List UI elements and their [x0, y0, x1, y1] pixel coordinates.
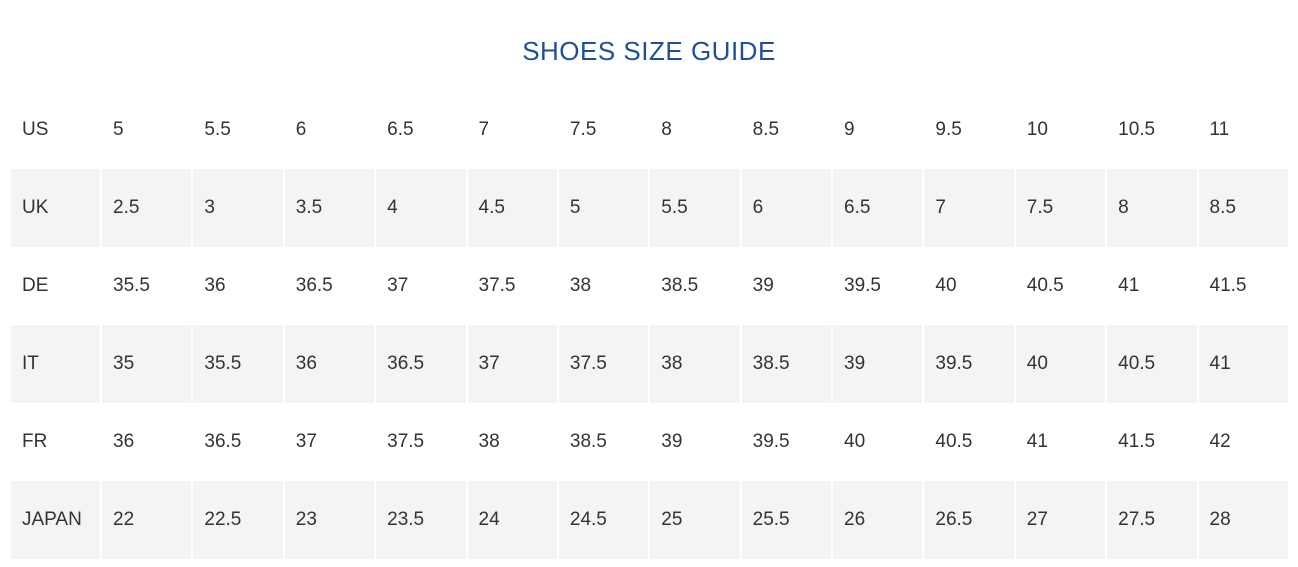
- size-cell: 36.5: [295, 275, 333, 296]
- size-cell: 36.5: [376, 325, 466, 403]
- size-cell: 41.5: [1209, 275, 1247, 296]
- size-cell: 41: [1026, 431, 1048, 452]
- size-cell: 9.5: [935, 119, 962, 140]
- size-cell: 37: [295, 431, 317, 452]
- page-title: SHOES SIZE GUIDE: [522, 36, 776, 66]
- size-cell: 25.5: [741, 481, 831, 559]
- size-cell: 3.5: [284, 169, 375, 247]
- size-cell: 40: [844, 431, 866, 452]
- size-cell: 40.5: [935, 431, 973, 452]
- row-label: FR: [22, 431, 48, 452]
- size-cell: 2.5: [102, 169, 192, 247]
- size-cell: 35.5: [113, 275, 150, 296]
- size-row-us: US 5 5.5 6 6.5 7 7.5 8 8.5 9 9.5 10 10.5 11: [11, 91, 1288, 169]
- size-table-body: US 5 5.5 6 6.5 7 7.5 8 8.5 9 9.5 10 10.5 11 UK 2.5 3 3.5 4…: [11, 91, 1288, 559]
- size-row-it: IT 35 35.5 36 36.5 37 37.5 38 38.5 39 39.5 40 40.5 41: [11, 325, 1288, 403]
- row-label: US: [22, 119, 49, 140]
- size-cell: 24.5: [558, 481, 649, 559]
- size-cell: 38: [650, 325, 740, 403]
- size-cell: 5: [113, 119, 124, 140]
- size-cell: 39: [833, 325, 923, 403]
- size-cell: 23: [284, 481, 375, 559]
- size-cell: 22: [102, 481, 192, 559]
- size-cell: 7.5: [569, 119, 597, 140]
- size-cell: 10.5: [1118, 119, 1156, 140]
- row-label: IT: [11, 325, 100, 403]
- size-cell: 38.5: [661, 275, 699, 296]
- size-cell: 25: [650, 481, 740, 559]
- size-cell: 38.5: [569, 431, 607, 452]
- size-cell: 39.5: [924, 325, 1014, 403]
- row-label: UK: [11, 169, 100, 247]
- size-cell: 36: [204, 275, 226, 296]
- size-cell: 8.5: [752, 119, 780, 140]
- size-cell: 11: [1209, 119, 1230, 140]
- size-cell: 35.5: [193, 325, 283, 403]
- size-cell: 9: [844, 119, 855, 140]
- size-cell: 40: [935, 275, 957, 296]
- size-cell: 37: [387, 275, 409, 296]
- size-cell: 40.5: [1026, 275, 1064, 296]
- size-cell: 26.5: [924, 481, 1014, 559]
- size-cell: 38: [478, 431, 500, 452]
- size-cell: 7: [478, 119, 490, 140]
- size-row-de: DE 35.5 36 36.5 37 37.5 38 38.5 39 39.5 40 40.5 41 41…: [11, 247, 1288, 325]
- size-row-fr: FR 36 36.5 37 37.5 38 38.5 39 39.5 40 40.5 41 41.5 42: [11, 403, 1288, 481]
- size-cell: 7: [924, 169, 1014, 247]
- size-cell: 38.5: [741, 325, 831, 403]
- size-cell: 39.5: [844, 275, 881, 296]
- size-cell: 37.5: [387, 431, 425, 452]
- size-cell: 7.5: [1015, 169, 1106, 247]
- size-cell: 41: [1198, 325, 1288, 403]
- size-cell: 5.5: [204, 119, 231, 140]
- row-label: JAPAN: [11, 481, 100, 559]
- size-cell: 36: [113, 431, 135, 452]
- size-cell: 6: [741, 169, 831, 247]
- size-cell: 8: [661, 119, 672, 140]
- size-cell: 23.5: [376, 481, 466, 559]
- size-cell: 36.5: [204, 431, 242, 452]
- size-cell: 35: [102, 325, 192, 403]
- size-cell: 40: [1015, 325, 1106, 403]
- size-cell: 27.5: [1107, 481, 1197, 559]
- row-label: DE: [22, 275, 49, 296]
- size-cell: 6: [295, 119, 307, 140]
- size-cell: 4: [376, 169, 466, 247]
- size-cell: 3: [193, 169, 283, 247]
- size-cell: 40.5: [1107, 325, 1197, 403]
- size-cell: 37.5: [558, 325, 649, 403]
- size-cell: 36: [284, 325, 375, 403]
- size-cell: 8: [1107, 169, 1197, 247]
- size-cell: 37: [467, 325, 557, 403]
- size-table: US 5 5.5 6 6.5 7 7.5 8 8.5 9 9.5 10 10.5 11 UK 2.5 3 3.5 4…: [9, 91, 1290, 559]
- size-cell: 42: [1209, 431, 1231, 452]
- size-cell: 5: [558, 169, 649, 247]
- size-cell: 39.5: [752, 431, 790, 452]
- size-cell: 4.5: [467, 169, 557, 247]
- size-cell: 6.5: [387, 119, 414, 140]
- size-cell: 27: [1015, 481, 1106, 559]
- size-cell: 38: [569, 275, 592, 296]
- size-row-japan: JAPAN 22 22.5 23 23.5 24 24.5 25 25.5 26 26.5 27 27.…: [11, 481, 1288, 559]
- size-cell: 41: [1118, 275, 1140, 296]
- size-cell: 41.5: [1118, 431, 1156, 452]
- size-cell: 28: [1198, 481, 1288, 559]
- size-cell: 39: [752, 275, 774, 296]
- size-cell: 5.5: [650, 169, 740, 247]
- size-cell: 39: [661, 431, 683, 452]
- size-row-uk: UK 2.5 3 3.5 4 4.5 5 5.5 6 6.5 7 7.5 8 8.5: [11, 169, 1288, 247]
- size-cell: 26: [833, 481, 923, 559]
- size-cell: 6.5: [833, 169, 923, 247]
- size-cell: 37.5: [478, 275, 516, 296]
- size-cell: 22.5: [193, 481, 283, 559]
- size-cell: 10: [1026, 119, 1048, 140]
- size-cell: 24: [467, 481, 557, 559]
- size-cell: 8.5: [1198, 169, 1288, 247]
